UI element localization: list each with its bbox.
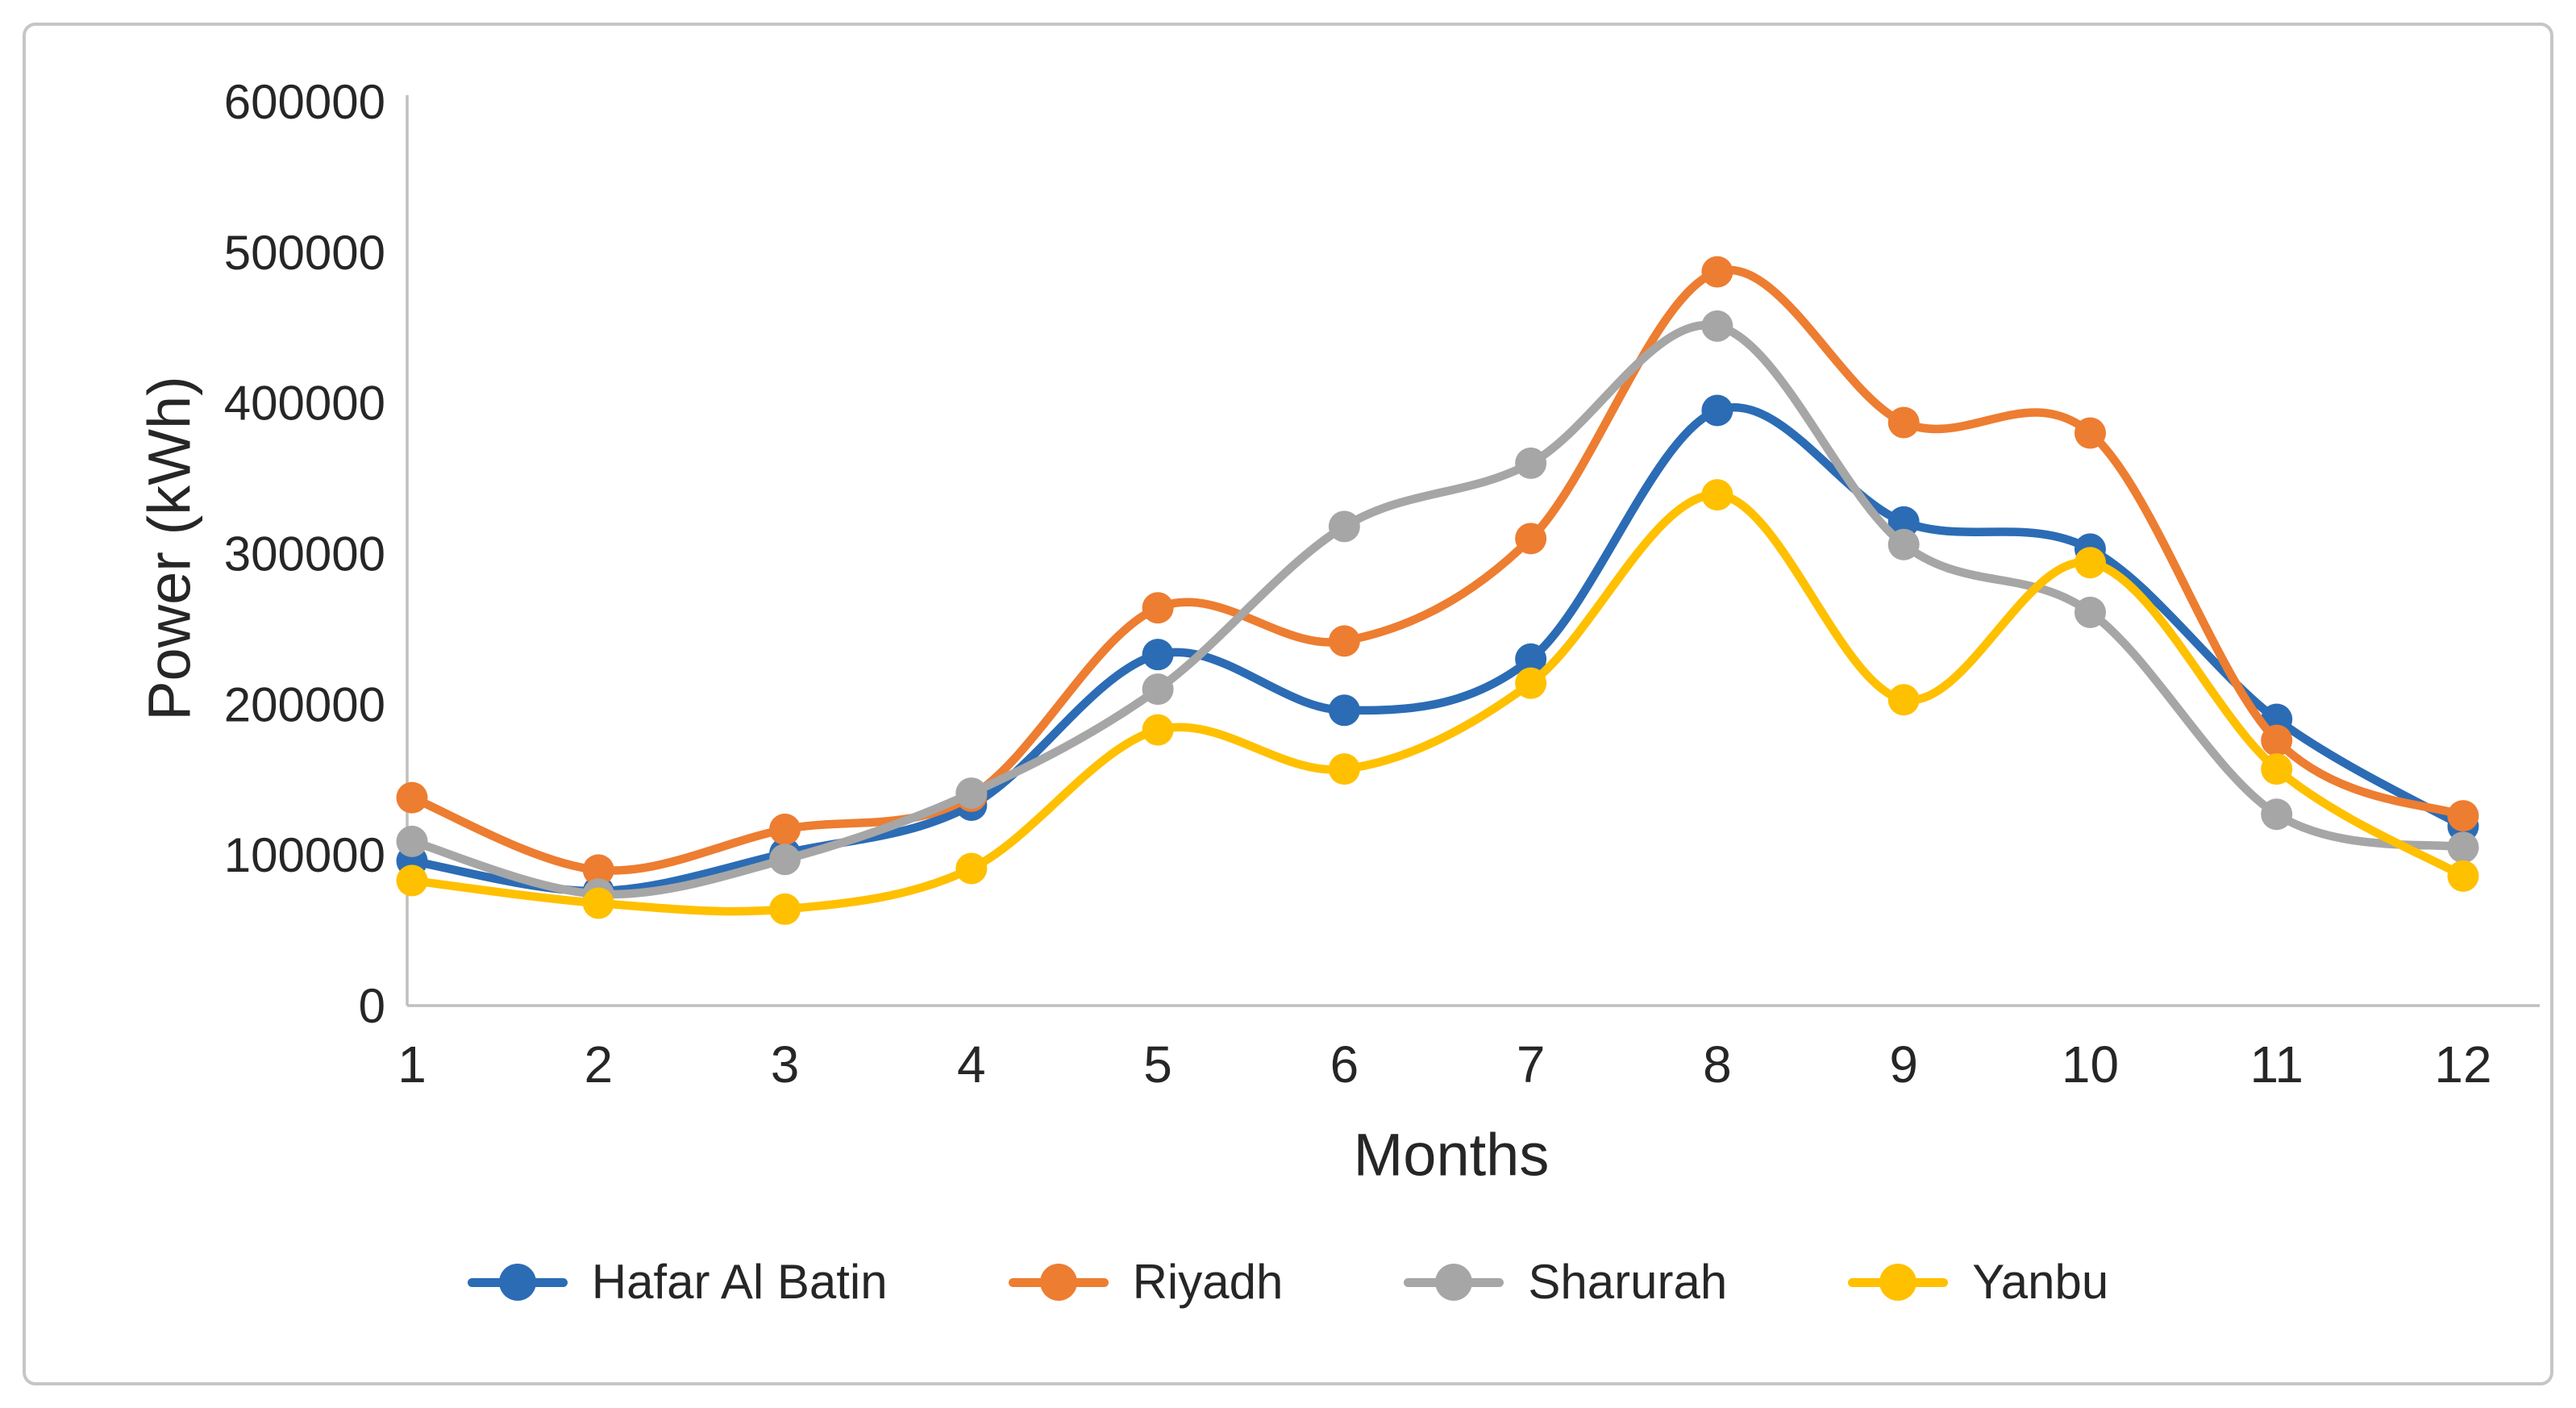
y-tick-label: 200000 — [224, 677, 385, 731]
data-point-riyadh-month-1 — [396, 781, 428, 814]
data-point-sharurah-month-3 — [769, 844, 801, 876]
series-line-hafar-al-batin — [407, 403, 2468, 896]
data-point-sharurah-month-9 — [1887, 528, 1920, 560]
data-point-hafar-al-batin-month-9 — [1887, 506, 1920, 538]
legend: Hafar Al Batin Riyadh Sharurah Yanbu — [0, 1258, 2576, 1306]
legend-item-hafar-al-batin: Hafar Al Batin — [467, 1255, 888, 1309]
x-tick-label: 12 — [2434, 1035, 2491, 1093]
x-tick-label: 7 — [1517, 1035, 1546, 1093]
x-tick-label: 4 — [957, 1035, 986, 1093]
data-point-riyadh-month-12 — [2447, 800, 2479, 832]
data-point-sharurah-month-4 — [955, 777, 988, 810]
y-tick-label: 0 — [359, 979, 385, 1033]
data-point-yanbu-month-7 — [1515, 667, 1547, 699]
x-tick-label: 5 — [1143, 1035, 1172, 1093]
data-point-yanbu-month-9 — [1887, 684, 1920, 716]
x-tick-label: 8 — [1703, 1035, 1732, 1093]
y-tick-label: 300000 — [224, 527, 385, 581]
data-point-yanbu-month-8 — [1701, 479, 1733, 511]
x-tick-label: 9 — [1889, 1035, 1918, 1093]
data-point-riyadh-month-11 — [2261, 724, 2293, 756]
data-point-hafar-al-batin-month-6 — [1328, 694, 1360, 727]
data-point-sharurah-month-8 — [1701, 310, 1733, 342]
legend-label: Riyadh — [1132, 1255, 1284, 1309]
legend-dot — [1039, 1264, 1077, 1301]
y-tick-label: 500000 — [224, 226, 385, 280]
x-axis-title: Months — [1353, 1121, 1550, 1189]
data-point-yanbu-month-4 — [955, 852, 988, 885]
data-point-riyadh-month-9 — [1887, 406, 1920, 439]
y-axis-title: Power (kWh) — [135, 376, 203, 721]
data-point-yanbu-month-11 — [2261, 753, 2293, 785]
legend-marker-icon — [1008, 1261, 1109, 1303]
legend-item-riyadh: Riyadh — [1008, 1255, 1284, 1309]
legend-label: Hafar Al Batin — [591, 1255, 888, 1309]
x-tick-label: 10 — [2062, 1035, 2119, 1093]
data-point-riyadh-month-3 — [769, 813, 801, 845]
x-tick-label: 3 — [771, 1035, 800, 1093]
x-tick-label: 2 — [584, 1035, 613, 1093]
data-point-riyadh-month-10 — [2074, 417, 2106, 449]
data-point-riyadh-month-6 — [1328, 625, 1360, 657]
data-point-sharurah-month-10 — [2074, 596, 2106, 628]
data-point-hafar-al-batin-month-7 — [1515, 643, 1547, 675]
data-point-yanbu-month-5 — [1142, 714, 1174, 746]
data-point-sharurah-month-11 — [2261, 798, 2293, 831]
legend-marker-icon — [467, 1261, 568, 1303]
data-point-yanbu-month-3 — [769, 893, 801, 925]
x-tick-label: 11 — [2250, 1035, 2303, 1093]
legend-dot — [1879, 1264, 1917, 1301]
legend-marker-icon — [1404, 1261, 1504, 1303]
y-tick-label: 400000 — [224, 377, 385, 431]
x-tick-label: 1 — [397, 1035, 427, 1093]
data-point-yanbu-month-10 — [2074, 547, 2106, 579]
legend-label: Sharurah — [1528, 1255, 1728, 1309]
legend-dot — [1435, 1264, 1473, 1301]
data-point-sharurah-month-1 — [396, 825, 428, 857]
data-point-sharurah-month-12 — [2447, 831, 2479, 864]
data-point-yanbu-month-12 — [2447, 860, 2479, 892]
y-tick-label: 100000 — [224, 828, 385, 882]
legend-label: Yanbu — [1972, 1255, 2109, 1309]
legend-item-sharurah: Sharurah — [1404, 1258, 1727, 1306]
data-point-sharurah-month-7 — [1515, 447, 1547, 479]
legend-dot — [498, 1264, 536, 1301]
data-point-hafar-al-batin-month-5 — [1142, 639, 1174, 671]
data-point-sharurah-month-6 — [1328, 510, 1360, 543]
data-point-sharurah-month-5 — [1142, 673, 1174, 706]
data-point-yanbu-month-2 — [582, 887, 614, 919]
data-point-yanbu-month-6 — [1328, 753, 1360, 785]
figure-border — [23, 23, 2553, 1385]
x-tick-label: 6 — [1330, 1035, 1359, 1093]
data-point-riyadh-month-5 — [1142, 592, 1174, 624]
legend-marker-icon — [1848, 1261, 1949, 1303]
legend-item-yanbu: Yanbu — [1848, 1258, 2108, 1306]
data-point-riyadh-month-2 — [582, 854, 614, 886]
series-line-riyadh — [407, 265, 2468, 875]
y-tick-label: 600000 — [224, 75, 385, 129]
data-point-riyadh-month-7 — [1515, 523, 1547, 555]
data-point-hafar-al-batin-month-8 — [1701, 394, 1733, 427]
data-point-riyadh-month-8 — [1701, 256, 1733, 288]
data-point-yanbu-month-1 — [396, 864, 428, 897]
